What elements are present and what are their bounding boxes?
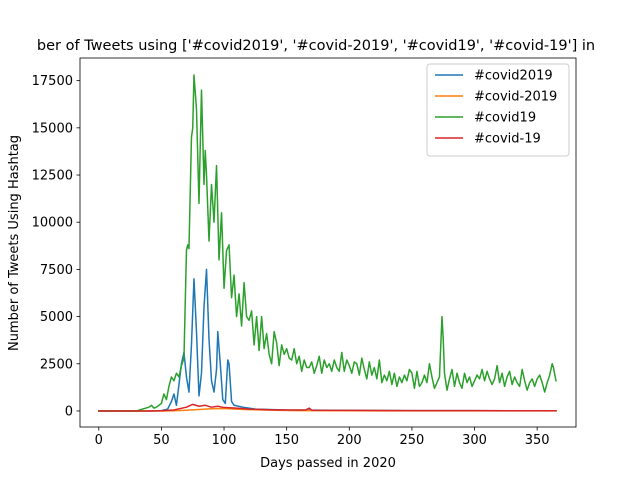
legend-entry-label: #covid2019 xyxy=(474,69,553,84)
y-tick-label: 17500 xyxy=(32,74,73,89)
x-axis-ticks: 0 50 100 150 200 250 300 350 xyxy=(95,427,550,448)
series-line-covid-19 xyxy=(98,403,557,412)
legend-entry-label: #covid19 xyxy=(474,111,536,126)
y-tick-label: 2500 xyxy=(40,357,73,372)
y-tick-label: 10000 xyxy=(32,216,73,231)
y-axis-ticks: 0 2500 5000 7500 10000 12500 15000 17500 xyxy=(32,74,80,419)
axes-frame xyxy=(79,57,577,428)
y-tick-label: 5000 xyxy=(40,310,73,325)
x-tick-label: 150 xyxy=(274,433,299,448)
series-line-covid2019 xyxy=(98,268,557,412)
y-tick-label: 0 xyxy=(65,404,73,419)
legend-box xyxy=(426,63,570,157)
legend-entry-label: #covid-19 xyxy=(474,132,541,147)
legend: #covid2019 #covid-2019 #covid19 #covid-19 xyxy=(426,63,570,157)
y-tick-label: 7500 xyxy=(40,263,73,278)
y-axis-label: Number of Tweets Using Hashtag xyxy=(7,135,22,351)
chart-title: ber of Tweets using ['#covid2019', '#cov… xyxy=(37,38,595,54)
legend-entry-label: #covid-2019 xyxy=(474,90,557,105)
x-axis-label: Days passed in 2020 xyxy=(260,456,396,471)
y-tick-label: 15000 xyxy=(32,121,73,136)
x-tick-label: 200 xyxy=(337,433,362,448)
series-line-covid19 xyxy=(98,74,557,412)
x-tick-label: 100 xyxy=(212,433,237,448)
plot-lines xyxy=(98,74,557,412)
plot-area-border xyxy=(79,57,577,428)
x-tick-label: 0 xyxy=(95,433,103,448)
y-tick-label: 12500 xyxy=(32,169,73,184)
x-tick-label: 250 xyxy=(400,433,425,448)
x-tick-label: 300 xyxy=(462,433,487,448)
x-tick-label: 350 xyxy=(525,433,550,448)
x-tick-label: 50 xyxy=(153,433,170,448)
